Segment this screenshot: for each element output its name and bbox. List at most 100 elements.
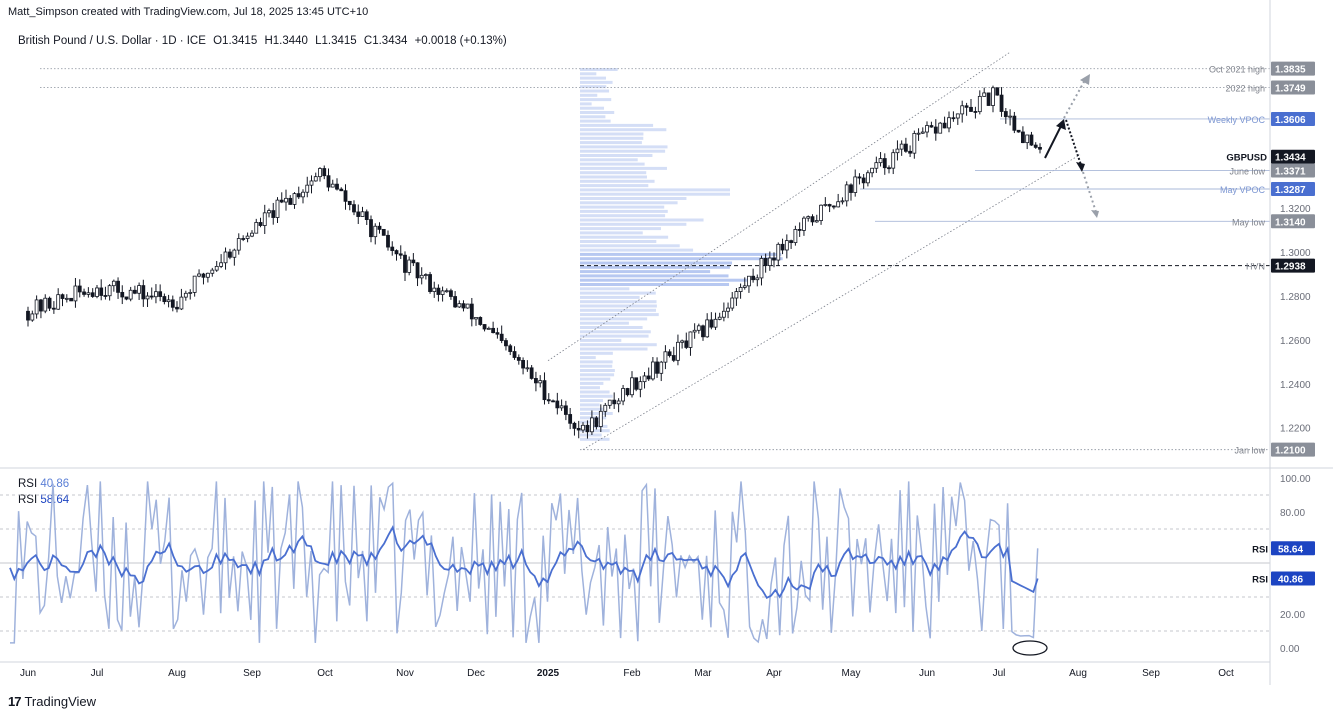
candle-body: [214, 265, 219, 271]
candle-body: [245, 235, 250, 239]
volume-profile-bar: [580, 377, 611, 381]
candle-body: [726, 307, 730, 312]
rsi-y-tick-label: 20.00: [1280, 610, 1305, 621]
candle-body: [179, 296, 184, 310]
level-name-label: Weekly VPOC: [1208, 115, 1266, 125]
volume-profile-bar: [580, 201, 678, 205]
candle-body: [849, 184, 853, 193]
candle-body: [713, 318, 718, 328]
arrow-down-dotted-2-head: [1091, 210, 1099, 218]
brand-name[interactable]: TradingView: [24, 694, 97, 709]
candle-body: [403, 254, 407, 273]
candle-body: [853, 176, 858, 193]
candle-body: [188, 292, 193, 294]
candle-body: [407, 259, 412, 273]
candle-body: [111, 280, 116, 287]
arrow-down-dotted-2: [1082, 171, 1097, 213]
candle-body: [861, 177, 866, 184]
volume-profile-bar: [580, 136, 644, 140]
volume-profile-bar: [580, 85, 607, 89]
arrow-up-solid-head: [1056, 119, 1066, 130]
volume-profile-bar: [580, 119, 611, 123]
candle-body: [296, 193, 301, 198]
candle-body: [166, 299, 171, 303]
candle-body: [197, 273, 201, 277]
x-tick-label: Sep: [243, 668, 261, 679]
volume-profile-bar: [580, 278, 750, 282]
candle-body: [201, 273, 206, 278]
candle-body: [124, 296, 129, 300]
candle-body: [465, 303, 470, 309]
volume-profile-bar: [580, 304, 657, 308]
candle-body: [516, 357, 521, 361]
x-tick-label: Aug: [168, 668, 186, 679]
candle-body: [793, 229, 798, 244]
candle-body: [559, 405, 564, 409]
volume-profile-bar: [580, 123, 654, 127]
rsi-legend-row-2[interactable]: RSI 58.64: [18, 492, 69, 508]
candle-body: [991, 87, 995, 106]
price-label-value: 1.3287: [1275, 185, 1306, 196]
level-name-label: Jan low: [1234, 446, 1265, 456]
candle-body: [116, 280, 120, 293]
candle-body: [512, 351, 517, 358]
candle-body: [630, 377, 634, 396]
candle-body: [555, 400, 560, 409]
x-tick-label: May: [842, 668, 861, 679]
candle-body: [461, 303, 466, 309]
symbol-title[interactable]: British Pound / U.S. Dollar · 1D · ICE: [18, 35, 206, 47]
volume-profile-bar: [580, 227, 661, 231]
price-label-bg: [1271, 149, 1315, 164]
candle-body: [671, 355, 676, 361]
candle-body: [789, 240, 794, 244]
candle-body: [525, 367, 530, 370]
x-tick-label: Jun: [20, 668, 36, 679]
candle-body: [279, 199, 284, 203]
candle-body: [594, 417, 599, 427]
candle-body: [951, 117, 956, 120]
price-label-value: 1.3434: [1275, 153, 1306, 164]
candle-body: [394, 250, 399, 255]
candle-body: [696, 325, 701, 331]
candle-body: [411, 259, 416, 264]
volume-profile-bar: [580, 166, 667, 170]
candle-body: [912, 133, 917, 154]
candle-body: [1016, 129, 1021, 133]
volume-profile-bar: [580, 93, 598, 97]
candle-body: [423, 274, 428, 276]
candle-body: [128, 289, 133, 300]
candle-body: [436, 287, 441, 295]
candle-body: [634, 377, 639, 390]
candle-body: [444, 290, 449, 293]
x-tick-label: 2025: [537, 668, 560, 679]
volume-profile-bar: [580, 347, 648, 351]
candle-body: [857, 176, 862, 179]
candle-body: [141, 285, 146, 300]
candle-body: [82, 291, 86, 295]
oversold-highlight-ellipse: [1012, 640, 1048, 656]
candle-body: [440, 290, 445, 295]
candle-body: [638, 381, 643, 390]
candle-body: [158, 291, 163, 297]
footer: 17 TradingView: [8, 694, 96, 709]
rsi-legend-value: 58.64: [40, 494, 70, 506]
volume-profile-bar: [580, 252, 782, 256]
volume-profile-bar: [580, 102, 592, 106]
candle-body: [581, 424, 585, 431]
volume-profile-bar: [580, 399, 603, 403]
candle-body: [258, 222, 263, 226]
candle-body: [625, 388, 630, 396]
candle-body: [734, 291, 739, 299]
candle-body: [86, 292, 91, 295]
candle-body: [360, 211, 365, 217]
candle-body: [780, 243, 785, 251]
volume-profile-bar: [580, 179, 655, 183]
rsi-legend-row-1[interactable]: RSI 40.86: [18, 476, 69, 492]
candle-body: [960, 105, 965, 115]
candle-body: [254, 222, 259, 234]
price-label-bg: [1271, 80, 1315, 95]
candle-body: [457, 303, 462, 308]
price-label-bg: [1271, 61, 1315, 76]
candle-body: [1029, 134, 1034, 146]
